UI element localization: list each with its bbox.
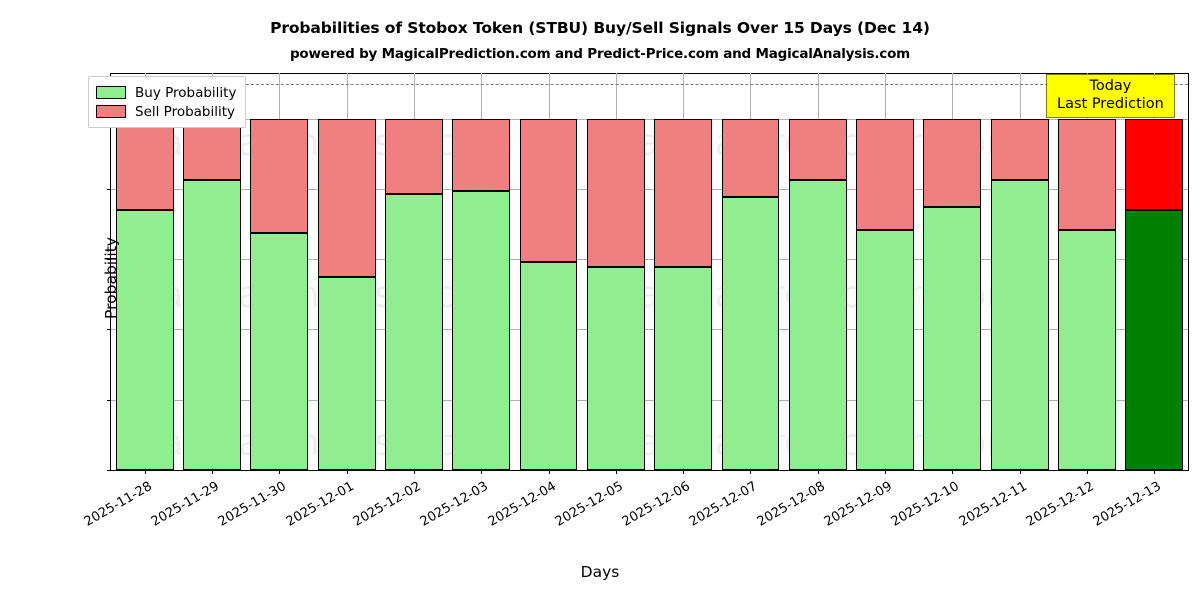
bar-segment-buy[interactable]	[1058, 230, 1116, 470]
bar-group[interactable]	[519, 73, 578, 470]
bar-segment-sell[interactable]	[519, 118, 578, 262]
legend-swatch-sell	[96, 105, 126, 118]
bar-group[interactable]	[1058, 73, 1116, 470]
y-gridline	[111, 188, 1188, 190]
bar-segment-buy[interactable]	[115, 210, 174, 470]
bar-segment-buy[interactable]	[452, 190, 511, 470]
x-tick-mark	[346, 470, 348, 474]
today-annotation-line2: Last Prediction	[1057, 95, 1164, 112]
x-tick-mark	[1154, 470, 1156, 474]
y-gridline	[111, 329, 1188, 331]
bar-segment-sell[interactable]	[250, 118, 309, 233]
bar-segment-sell[interactable]	[856, 118, 915, 231]
bar-segment-sell[interactable]	[452, 118, 511, 191]
bar-group[interactable]	[384, 73, 443, 470]
bar-group[interactable]	[586, 73, 645, 470]
bar-group[interactable]	[788, 73, 847, 470]
bar-segment-buy[interactable]	[519, 262, 578, 470]
y-tick-mark	[107, 188, 111, 190]
x-tick-mark	[1087, 470, 1089, 474]
bar-segment-buy[interactable]	[317, 276, 376, 470]
bar-segment-sell[interactable]	[1058, 118, 1116, 231]
bar-segment-buy[interactable]	[586, 266, 645, 470]
bar-segment-sell[interactable]	[654, 118, 713, 267]
bar-segment-buy[interactable]	[183, 179, 241, 470]
bar-segment-sell[interactable]	[317, 118, 376, 277]
x-tick-mark	[144, 470, 146, 474]
legend-item-sell: Sell Probability	[96, 102, 236, 121]
bar-segment-buy[interactable]	[923, 207, 982, 470]
bar-group[interactable]	[250, 73, 309, 470]
bar-group[interactable]	[452, 73, 511, 470]
chart-subtitle: powered by MagicalPrediction.com and Pre…	[289, 46, 911, 62]
bar-group[interactable]	[990, 73, 1049, 470]
bar-segment-sell[interactable]	[923, 118, 982, 208]
bar-group[interactable]	[1125, 73, 1184, 470]
bar-group[interactable]	[654, 73, 713, 470]
bar-group[interactable]	[317, 73, 376, 470]
plot-area: MagicalAnalysis.comMagicalPrediction.com…	[81, 73, 1189, 530]
bar-group[interactable]	[856, 73, 915, 470]
bar-segment-sell[interactable]	[115, 118, 174, 211]
legend-label-sell: Sell Probability	[135, 103, 236, 120]
bar-group[interactable]	[721, 73, 780, 470]
bar-segment-buy[interactable]	[1125, 210, 1184, 470]
bar-segment-buy[interactable]	[856, 230, 915, 470]
x-tick-mark	[615, 470, 617, 474]
y-tick-mark	[107, 259, 111, 261]
bar-segment-buy[interactable]	[788, 179, 847, 470]
today-annotation-line1: Today	[1089, 78, 1132, 94]
chart-legend: Buy Probability Sell Probability	[88, 76, 247, 128]
today-annotation: Today Last Prediction	[1046, 74, 1175, 119]
x-tick-mark	[683, 470, 685, 474]
y-gridline	[111, 118, 1188, 120]
bar-segment-buy[interactable]	[654, 266, 713, 470]
legend-item-buy: Buy Probability	[96, 83, 236, 102]
plot-top-border	[110, 73, 1188, 74]
bar-segment-sell[interactable]	[384, 118, 443, 195]
x-tick-mark	[548, 470, 550, 474]
bar-group[interactable]	[183, 73, 241, 470]
reference-dashed-line	[111, 83, 1188, 85]
bar-segment-sell[interactable]	[788, 118, 847, 180]
bar-segment-sell[interactable]	[990, 118, 1049, 180]
x-tick-mark	[413, 470, 415, 474]
legend-label-buy: Buy Probability	[135, 84, 237, 101]
bar-group[interactable]	[115, 73, 174, 470]
bar-segment-sell[interactable]	[721, 118, 780, 198]
bar-segment-buy[interactable]	[384, 194, 443, 470]
y-tick-mark	[107, 329, 111, 331]
bar-segment-sell[interactable]	[183, 118, 241, 180]
x-tick-mark	[481, 470, 483, 474]
x-tick-mark	[885, 470, 887, 474]
y-gridline	[111, 259, 1188, 261]
x-tick-mark	[279, 470, 281, 474]
chart-title: Probabilities of Stobox Token (STBU) Buy…	[270, 19, 930, 37]
y-tick-mark	[107, 399, 111, 401]
bar-segment-sell[interactable]	[586, 118, 645, 267]
bar-segment-buy[interactable]	[990, 179, 1049, 470]
x-tick-mark	[211, 470, 213, 474]
legend-swatch-buy	[96, 86, 126, 99]
x-tick-mark	[817, 470, 819, 474]
bar-segment-sell[interactable]	[1125, 118, 1184, 211]
x-tick-mark	[952, 470, 954, 474]
bar-segment-buy[interactable]	[721, 197, 780, 470]
x-tick-mark	[1019, 470, 1021, 474]
y-tick-mark	[107, 470, 111, 471]
x-axis-label: Days	[580, 563, 620, 581]
bar-group[interactable]	[923, 73, 982, 470]
y-gridline	[111, 399, 1188, 401]
x-tick-mark	[750, 470, 752, 474]
bar-segment-buy[interactable]	[250, 232, 309, 470]
